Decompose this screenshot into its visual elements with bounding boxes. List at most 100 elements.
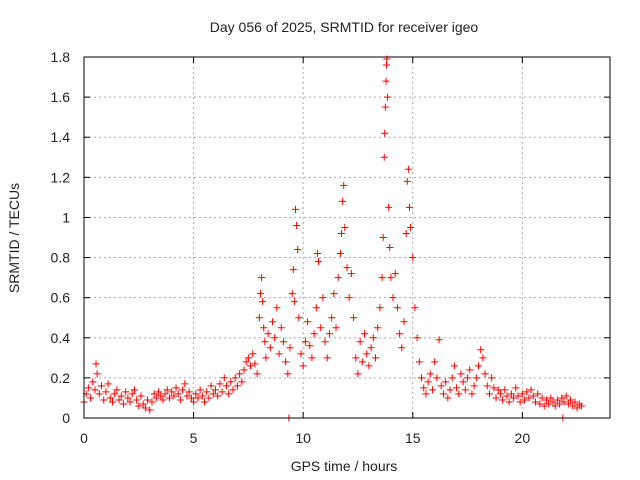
data-point	[332, 324, 340, 332]
data-point	[407, 223, 415, 231]
data-point	[87, 394, 95, 402]
data-point	[144, 396, 152, 404]
data-point	[111, 390, 119, 398]
data-point	[560, 398, 568, 406]
axis-ticks	[83, 56, 610, 419]
y-tick-label: 0.4	[51, 330, 71, 346]
data-point	[396, 330, 404, 338]
data-point	[435, 336, 443, 344]
data-point	[374, 324, 382, 332]
data-point	[499, 396, 507, 404]
data-point	[418, 374, 426, 382]
data-point	[558, 394, 566, 402]
data-point	[222, 382, 230, 390]
data-point	[365, 362, 373, 370]
data-points	[80, 55, 586, 422]
data-point	[264, 330, 272, 338]
data-point	[433, 374, 441, 382]
data-point	[271, 334, 279, 342]
data-point	[291, 205, 299, 213]
y-tick-label: 1.8	[51, 49, 71, 65]
data-point	[220, 374, 228, 382]
data-point	[277, 324, 285, 332]
data-point	[437, 382, 445, 390]
data-point	[115, 396, 123, 404]
data-point	[216, 380, 224, 388]
y-tick-label: 1.2	[51, 169, 71, 185]
data-point	[240, 366, 248, 374]
data-point	[161, 390, 169, 398]
data-point	[93, 370, 101, 378]
data-point	[455, 390, 463, 398]
data-point	[387, 274, 395, 282]
data-point	[450, 362, 458, 370]
data-point	[194, 394, 202, 402]
data-point	[439, 390, 447, 398]
data-point	[367, 344, 375, 352]
data-point	[91, 386, 99, 394]
data-point	[98, 382, 106, 390]
data-point	[174, 390, 182, 398]
data-point	[536, 400, 544, 408]
data-point	[350, 314, 358, 322]
data-point	[148, 398, 156, 406]
data-point	[306, 342, 314, 350]
data-point	[545, 400, 553, 408]
data-point	[185, 388, 193, 396]
data-point	[289, 266, 297, 274]
data-point	[150, 390, 158, 398]
data-point	[538, 394, 546, 402]
data-point	[288, 290, 296, 298]
data-point	[313, 250, 321, 258]
data-point	[133, 396, 141, 404]
data-point	[371, 354, 379, 362]
data-point	[146, 406, 154, 414]
data-point	[139, 400, 147, 408]
data-point	[201, 398, 209, 406]
data-point	[229, 386, 237, 394]
data-point	[475, 362, 482, 370]
data-point	[207, 382, 215, 390]
data-point	[124, 394, 132, 402]
data-point	[403, 177, 411, 185]
data-point	[225, 390, 233, 398]
data-point	[328, 314, 336, 322]
data-point	[531, 398, 539, 406]
data-point	[483, 382, 491, 390]
data-point	[352, 354, 360, 362]
data-point	[231, 374, 239, 382]
y-tick-label: 0.6	[51, 290, 71, 306]
data-point	[341, 223, 349, 231]
data-point	[275, 350, 283, 358]
data-point	[255, 314, 263, 322]
data-point	[431, 358, 439, 366]
data-point	[279, 338, 287, 346]
data-point	[102, 388, 110, 396]
data-point	[393, 304, 401, 312]
plot-frame	[83, 56, 611, 419]
data-point	[113, 386, 121, 394]
data-point	[382, 61, 390, 69]
y-tick-label: 0	[62, 410, 70, 426]
data-point	[266, 344, 274, 352]
data-point	[196, 386, 204, 394]
data-point	[567, 396, 575, 404]
data-point	[380, 153, 388, 161]
data-point	[227, 378, 235, 386]
data-point	[106, 394, 114, 402]
data-point	[170, 392, 178, 400]
data-point	[540, 402, 548, 410]
data-point	[260, 324, 268, 332]
data-point	[343, 264, 351, 272]
data-point	[176, 396, 184, 404]
data-point	[130, 386, 138, 394]
data-point	[163, 386, 171, 394]
data-point	[128, 390, 136, 398]
data-point	[299, 362, 307, 370]
data-point	[358, 358, 366, 366]
data-point	[386, 244, 394, 252]
x-tick-labels: 0 5 10 15 20	[80, 430, 530, 446]
data-point	[564, 400, 572, 408]
y-tick-label: 1.4	[51, 129, 71, 145]
